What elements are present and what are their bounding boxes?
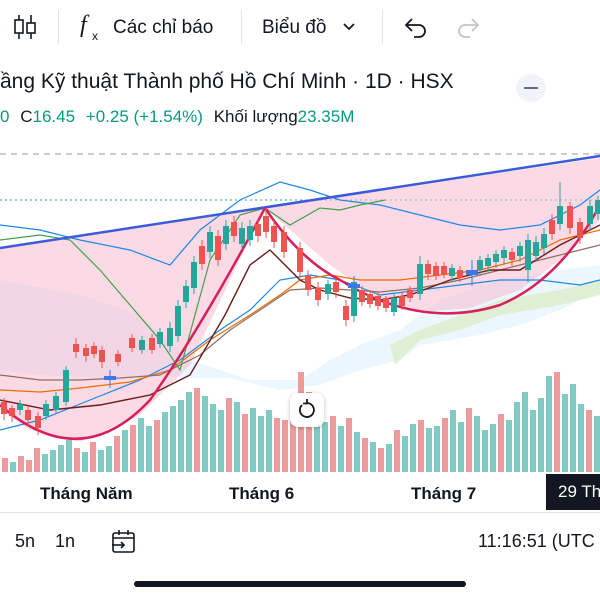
- chevron-down-icon[interactable]: [342, 20, 356, 38]
- chart-toolbar: f x Các chỉ báo Biểu đồ: [0, 0, 600, 54]
- fx-icon[interactable]: f x: [78, 12, 106, 47]
- home-indicator: [134, 581, 466, 587]
- rsi-line: [0, 199, 386, 372]
- goto-date-icon[interactable]: [110, 528, 138, 561]
- x-axis-label-june: Tháng 6: [229, 484, 295, 503]
- reset-chart-button[interactable]: [290, 393, 324, 427]
- volume-value: 23.35M: [297, 107, 355, 126]
- toolbar-divider: [382, 10, 383, 44]
- price-chart[interactable]: [0, 130, 600, 475]
- price-candles: [1, 182, 600, 435]
- bollinger-upper: [0, 181, 600, 266]
- collapse-legend-button[interactable]: [516, 74, 546, 102]
- undo-icon[interactable]: [402, 16, 428, 43]
- svg-text:f: f: [80, 12, 90, 38]
- ohlc-legend: 0 C16.45 +0.25 (+1.54%) Khối lượng23.35M: [0, 107, 354, 127]
- bottom-toolbar: 5n 1n 11:16:51 (UTC: [0, 522, 600, 562]
- ichimoku-cloud-bull: [390, 280, 600, 365]
- cup-curve-right: [263, 204, 600, 315]
- close-label: C: [20, 107, 33, 126]
- interval-1m-button[interactable]: 1n: [55, 531, 76, 551]
- trendline: [0, 154, 600, 250]
- bottom-divider: [0, 512, 600, 513]
- toolbar-divider: [58, 10, 59, 44]
- x-axis-label-july: Tháng 7: [411, 484, 477, 503]
- cup-curve-left: [0, 207, 267, 440]
- candles-icon[interactable]: [12, 13, 38, 46]
- current-date-badge: 29 Th: [546, 474, 600, 510]
- reset-icon: [299, 399, 315, 418]
- open-fragment: 0: [0, 107, 10, 126]
- price-change: +0.25 (+1.54%): [85, 107, 203, 126]
- indicators-button[interactable]: Các chỉ báo: [113, 17, 214, 38]
- svg-text:x: x: [92, 29, 98, 42]
- bollinger-lower: [0, 274, 600, 431]
- volume-label: Khối lượng: [213, 107, 298, 126]
- symbol-title: ầng Kỹ thuật Thành phố Hồ Chí Minh · 1D …: [0, 70, 454, 93]
- close-value: 16.45: [32, 107, 76, 126]
- x-axis-label-may: Tháng Năm: [40, 484, 133, 503]
- toolbar-divider: [241, 10, 242, 44]
- clock-utc[interactable]: 11:16:51 (UTC: [478, 531, 595, 551]
- interval-5m-button[interactable]: 5n: [15, 531, 36, 551]
- redo-icon[interactable]: [456, 16, 482, 43]
- chart-type-button[interactable]: Biểu đồ: [262, 17, 327, 38]
- volume-bars: [2, 372, 600, 472]
